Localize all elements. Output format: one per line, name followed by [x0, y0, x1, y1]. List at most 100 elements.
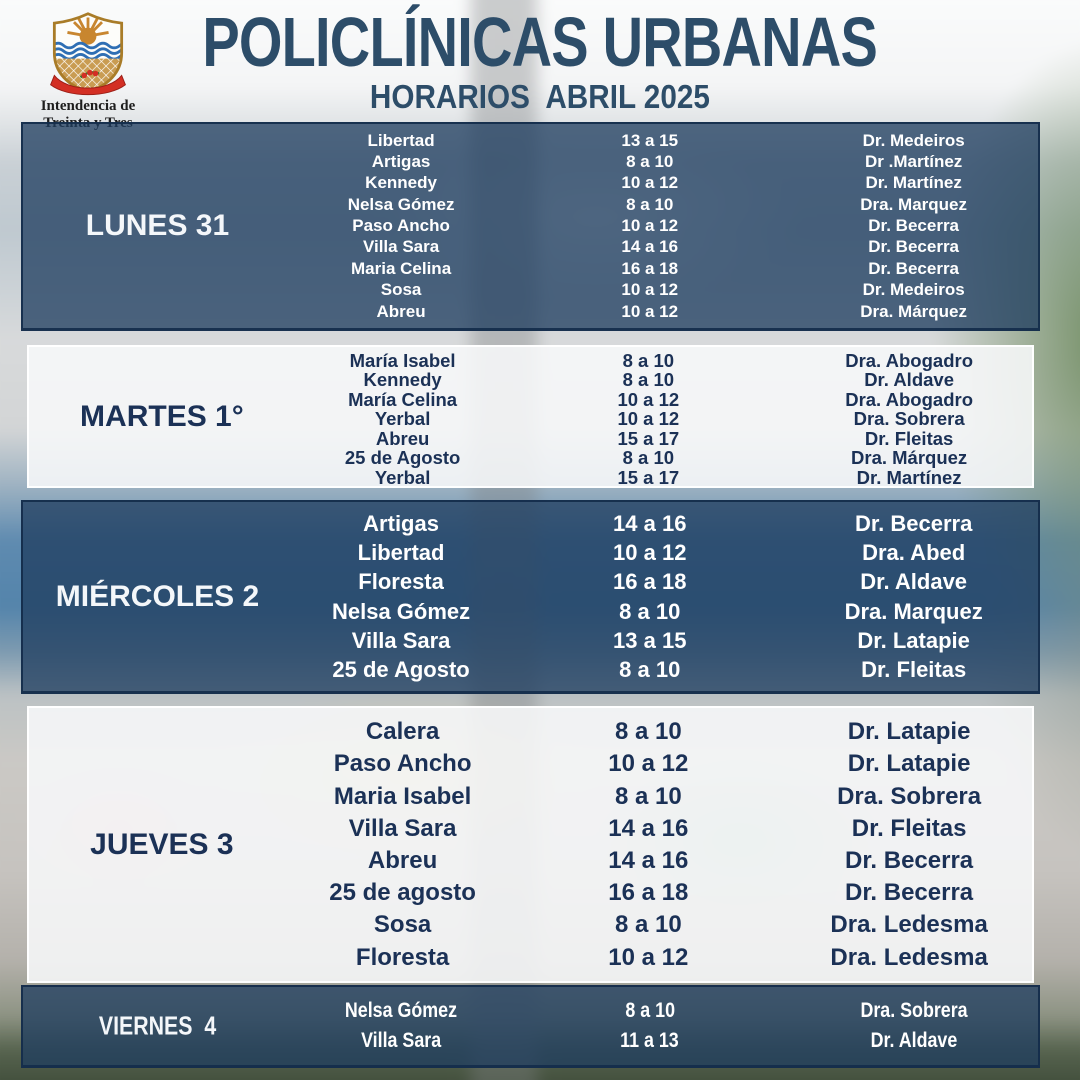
- time-cell: 8 a 10: [510, 370, 786, 389]
- day-rows-lunes: Libertad 13 a 15 Dr. Medeiros Artigas 8 a 10…: [23, 128, 1038, 324]
- doctor-cell: Dra. Abogadro: [786, 390, 1032, 409]
- doctor-text: Dra. Marquez: [860, 194, 968, 214]
- location-text: Libertad: [357, 540, 445, 566]
- location-text: Paso Ancho: [333, 750, 472, 778]
- location-text: Villa Sara: [351, 627, 451, 653]
- doctor-text: Dra. Marquez: [844, 598, 983, 624]
- time-cell: 15 a 17: [510, 466, 786, 488]
- location-text: María Isabel: [349, 350, 456, 371]
- day-rows-miercoles: Artigas 14 a 16 Dr. Becerra Libertad 10 a 12…: [23, 506, 1038, 687]
- doctor-cell: Dr. Fleitas: [789, 658, 1038, 681]
- time-text: 8 a 10: [624, 998, 675, 1022]
- day-label-lunes: LUNES 31: [85, 209, 230, 242]
- doctor-text: Dr. Latapie: [847, 750, 971, 778]
- location-text: 25 de Agosto: [332, 656, 470, 682]
- location-cell: Maria Celina: [292, 259, 510, 278]
- doctor-cell: Dr. Latapie: [789, 629, 1038, 652]
- time-cell: 14 a 16: [510, 848, 786, 873]
- time-text: 15 a 17: [617, 466, 680, 488]
- time-text: 8 a 10: [614, 718, 682, 746]
- location-cell: Abreu: [292, 301, 510, 321]
- location-text: Abreu: [376, 301, 426, 321]
- page-subtitle: HORARIOS ABRIL 2025: [0, 78, 1080, 116]
- doctor-cell: Dr. Aldave: [786, 370, 1032, 389]
- day-label-miercoles: MIÉRCOLES 2: [55, 579, 260, 613]
- time-cell: 8 a 10: [510, 195, 789, 214]
- location-cell: María Celina: [295, 390, 511, 409]
- location-cell: 25 de agosto: [295, 880, 511, 905]
- time-text: 15 a 17: [617, 427, 680, 449]
- doctor-text: Dr. Becerra: [868, 237, 960, 257]
- doctor-text: Dr. Medeiros: [862, 130, 965, 150]
- schedule-row: Kennedy 8 a 10 Dr. Aldave: [29, 370, 1032, 389]
- doctor-text: Dra. Márquez: [851, 447, 968, 469]
- location-cell: Kennedy: [295, 370, 511, 389]
- doctor-cell: Dr. Latapie: [786, 751, 1032, 776]
- time-cell: 10 a 12: [510, 217, 789, 235]
- time-text: 13 a 15: [613, 627, 687, 653]
- time-text: 14 a 16: [613, 511, 687, 537]
- schedule-row: Artigas 8 a 10 Dr .Martínez: [23, 152, 1038, 171]
- time-text: 14 a 16: [608, 846, 689, 874]
- day-section-martes-1: MARTES 1° María Isabel 8 a 10 Dra. Abogadr…: [27, 345, 1034, 488]
- location-cell: Floresta: [292, 570, 510, 593]
- time-text: 16 a 18: [613, 569, 687, 595]
- schedule-row: Nelsa Gómez 8 a 10 Dra. Marquez: [23, 194, 1038, 214]
- coat-of-arms-icon: [50, 12, 126, 96]
- schedule-row: Calera 8 a 10 Dr. Latapie: [29, 719, 1032, 744]
- schedule-row: Paso Ancho 10 a 12 Dr. Latapie: [29, 751, 1032, 776]
- doctor-text: Dr. Aldave: [864, 369, 954, 391]
- doctor-text: Dra. Sobrera: [837, 782, 982, 810]
- doctor-cell: Dr. Aldave: [789, 1030, 1038, 1052]
- day-section-jueves-3: JUEVES 3 Calera 8 a 10 Dr. Latapie Paso Anc…: [27, 706, 1034, 983]
- doctor-text: Dr. Latapie: [847, 718, 971, 746]
- location-cell: María Isabel: [295, 351, 511, 370]
- time-text: 8 a 10: [614, 782, 682, 810]
- doctor-cell: Dra. Márquez: [789, 301, 1038, 321]
- location-text: Maria Isabel: [333, 782, 472, 810]
- day-section-viernes-4: VIERNES 4 Nelsa Gómez 8 a 10 Dra. Sobrera V…: [21, 985, 1040, 1068]
- time-text: 11 a 13: [620, 1029, 680, 1053]
- time-text: 10 a 12: [621, 280, 679, 300]
- schedule-row: Nelsa Gómez 8 a 10 Dra. Marquez: [23, 598, 1038, 624]
- day-label-jueves: JUEVES 3: [90, 827, 234, 861]
- doctor-text: Dr. Fleitas: [861, 656, 967, 682]
- doctor-cell: Dr. Martínez: [786, 467, 1032, 487]
- time-cell: 8 a 10: [510, 998, 789, 1022]
- schedule-row: 25 de Agosto 8 a 10 Dra. Márquez: [29, 448, 1032, 467]
- schedule-row: Yerbal 15 a 17 Dr. Martínez: [29, 466, 1032, 488]
- time-cell: 8 a 10: [510, 448, 786, 467]
- location-cell: Nelsa Gómez: [292, 999, 510, 1022]
- header: Intendencia de Treinta y Tres POLICLÍNIC…: [0, 0, 1080, 131]
- location-text: Yerbal: [374, 408, 431, 430]
- time-text: 10 a 12: [613, 540, 687, 566]
- schedule-row: Sosa 8 a 10 Dra. Ledesma: [29, 912, 1032, 937]
- time-cell: 16 a 18: [510, 880, 786, 905]
- doctor-text: Dr. Aldave: [870, 1029, 957, 1053]
- doctor-cell: Dra. Abed: [789, 541, 1038, 564]
- location-cell: Abreu: [295, 848, 511, 873]
- location-cell: Villa Sara: [292, 238, 510, 256]
- location-cell: Sosa: [292, 281, 510, 299]
- schedule-row: Maria Isabel 8 a 10 Dra. Sobrera: [29, 782, 1032, 810]
- time-cell: 11 a 13: [510, 1030, 789, 1052]
- day-rows-jueves: Calera 8 a 10 Dr. Latapie Paso Ancho 10 a 12…: [29, 712, 1032, 977]
- schedule-row: Villa Sara 11 a 13 Dr. Aldave: [23, 1030, 1038, 1052]
- doctor-cell: Dra. Ledesma: [786, 912, 1032, 937]
- doctor-text: Dr. Becerra: [868, 216, 960, 236]
- time-cell: 8 a 10: [510, 658, 789, 681]
- location-text: Kennedy: [365, 173, 437, 193]
- time-text: 16 a 18: [608, 879, 689, 907]
- location-text: Kennedy: [363, 369, 442, 391]
- location-cell: 25 de Agosto: [295, 448, 511, 467]
- location-text: Floresta: [358, 569, 444, 595]
- location-cell: Paso Ancho: [292, 217, 510, 235]
- schedule-row: Paso Ancho 10 a 12 Dr. Becerra: [23, 217, 1038, 235]
- doctor-text: Dra. Márquez: [860, 301, 968, 321]
- schedule-row: Villa Sara 14 a 16 Dr. Fleitas: [29, 816, 1032, 841]
- doctor-text: Dra. Ledesma: [830, 911, 988, 939]
- doctor-cell: Dr. Medeiros: [789, 130, 1038, 150]
- day-label-viernes-text: VIERNES 4: [98, 1010, 217, 1041]
- time-cell: 16 a 18: [510, 259, 789, 278]
- doctor-cell: Dr. Becerra: [789, 238, 1038, 256]
